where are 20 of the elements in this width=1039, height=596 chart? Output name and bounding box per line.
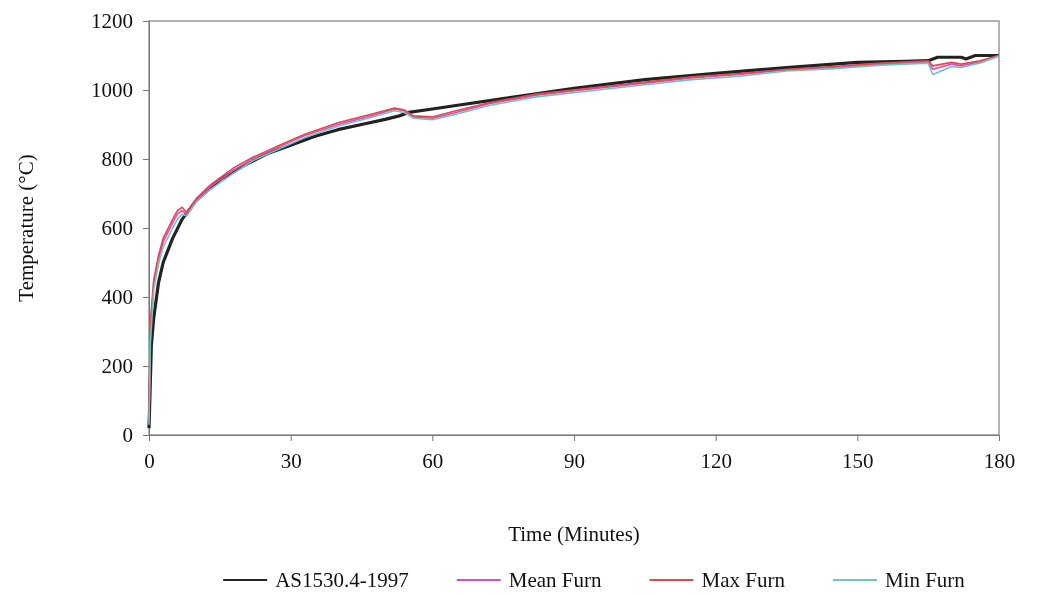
y-tick-label: 800: [101, 147, 133, 172]
legend-label: Min Furn: [884, 568, 966, 592]
x-tick-label: 120: [700, 448, 732, 473]
y-tick-label: 200: [101, 354, 133, 379]
y-tick-label: 1000: [91, 78, 133, 103]
y-tick-label: 600: [101, 216, 133, 241]
y-tick-label: 400: [101, 285, 133, 310]
y-axis-title: Temperature (°C): [14, 154, 38, 302]
legend-label: Mean Furn: [508, 568, 602, 592]
x-tick-label: 30: [280, 448, 302, 473]
x-tick-label: 90: [564, 448, 585, 473]
x-tick-label: 0: [144, 448, 155, 473]
x-tick-label: 180: [983, 448, 1016, 473]
legend-label: Max Furn: [701, 568, 786, 592]
legend-label: AS1530.4-1997: [275, 568, 409, 592]
x-tick-label: 60: [422, 448, 444, 473]
y-tick-label: 1200: [91, 9, 133, 34]
x-tick-label: 150: [842, 448, 874, 473]
x-axis-title: Time (Minutes): [508, 522, 640, 546]
y-tick-label: 0: [122, 423, 133, 448]
